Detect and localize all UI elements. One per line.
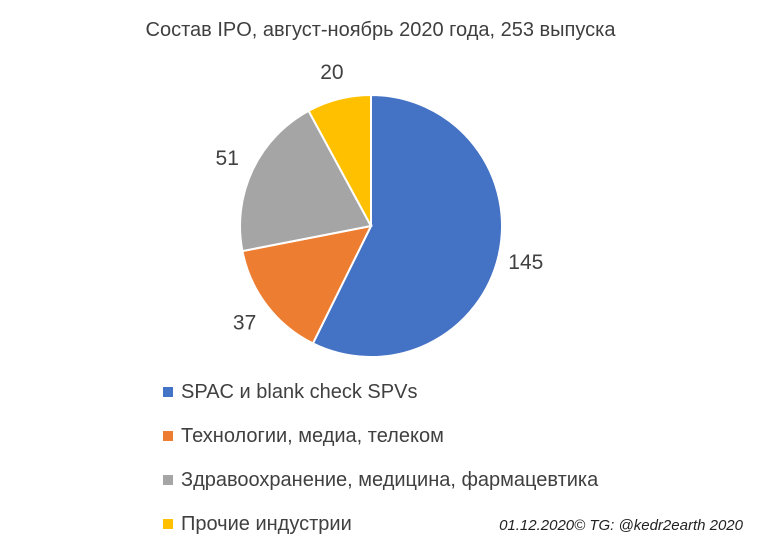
legend-swatch-health — [163, 475, 173, 485]
legend: SPAC и blank check SPVs Технологии, меди… — [163, 370, 598, 546]
legend-label-health: Здравоохранение, медицина, фармацевтика — [181, 468, 599, 491]
legend-item-health: Здравоохранение, медицина, фармацевтика — [163, 458, 598, 502]
legend-swatch-spac — [163, 387, 173, 397]
legend-label-other: Прочие индустрии — [181, 512, 352, 535]
legend-swatch-tech — [163, 431, 173, 441]
credit-text: 01.12.2020© TG: @kedr2earth 2020 — [499, 517, 743, 534]
legend-item-other: Прочие индустрии — [163, 502, 598, 546]
data-label-health: 51 — [216, 147, 239, 170]
data-label-tech: 37 — [233, 311, 256, 334]
pie-slice-tech — [241, 224, 373, 345]
legend-label-tech: Технологии, медиа, телеком — [181, 424, 444, 447]
data-labels: 145 37 51 20 — [216, 61, 544, 335]
pie-slices — [239, 93, 503, 358]
legend-item-spac: SPAC и blank check SPVs — [163, 370, 598, 414]
pie-slice-spac — [311, 93, 503, 358]
chart-title: Состав IPO, август-ноябрь 2020 года, 253… — [145, 19, 616, 41]
data-label-other: 20 — [320, 61, 343, 84]
legend-item-tech: Технологии, медиа, телеком — [163, 414, 598, 458]
pie-slice-health — [239, 109, 373, 253]
pie-slice-other — [307, 93, 372, 227]
legend-swatch-other — [163, 519, 173, 529]
data-label-spac: 145 — [508, 251, 543, 274]
legend-label-spac: SPAC и blank check SPVs — [181, 380, 418, 403]
